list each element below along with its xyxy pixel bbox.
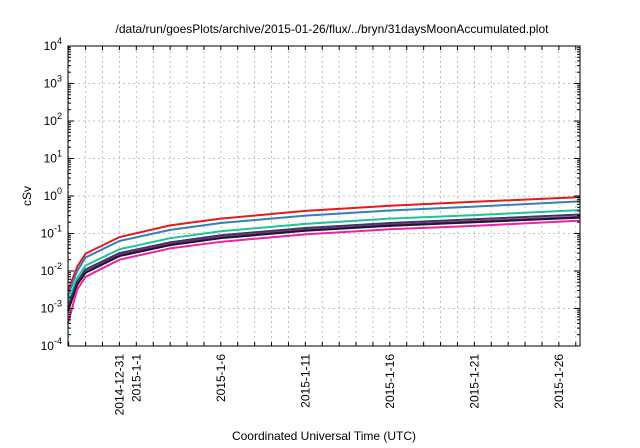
- y-tick-label: 100: [44, 186, 62, 203]
- series-lines: [67, 196, 581, 324]
- series-line-6: [67, 216, 581, 312]
- x-axis-label: Coordinated Universal Time (UTC): [232, 429, 416, 443]
- x-tick-label: 2015-1-6: [214, 354, 228, 402]
- x-tick-label: 2015-1-11: [298, 354, 312, 408]
- x-axis: 2014-12-31 2015-1-1 2015-1-6 2015-1-11 2015-…: [68, 46, 577, 416]
- x-tick-label: 2015-1-1: [129, 354, 143, 402]
- y-tick-label: 104: [44, 36, 62, 53]
- x-tick-label: 2014-12-31: [112, 354, 126, 416]
- y-tick-label: 103: [44, 74, 62, 91]
- chart-title: /data/run/goesPlots/archive/2015-01-26/f…: [116, 22, 550, 36]
- series-line-7: [67, 219, 581, 324]
- y-tick-label: 101: [44, 149, 62, 166]
- y-tick-label: 10-4: [41, 336, 62, 353]
- y-axis-label: cSv: [20, 186, 34, 206]
- y-tick-label: 10-2: [41, 261, 62, 278]
- grid: [68, 46, 580, 346]
- series-line-1: [67, 196, 581, 291]
- y-tick-label: 10-1: [41, 224, 62, 241]
- x-tick-label: 2015-1-26: [552, 354, 566, 409]
- x-tick-label: 2015-1-21: [467, 354, 481, 409]
- series-line-3: [67, 209, 581, 303]
- series-line-4: [67, 213, 581, 308]
- y-tick-label: 10-3: [41, 299, 62, 316]
- x-tick-label: 2015-1-16: [383, 354, 397, 409]
- y-tick-label: 102: [44, 111, 62, 128]
- series-line-2: [67, 200, 581, 297]
